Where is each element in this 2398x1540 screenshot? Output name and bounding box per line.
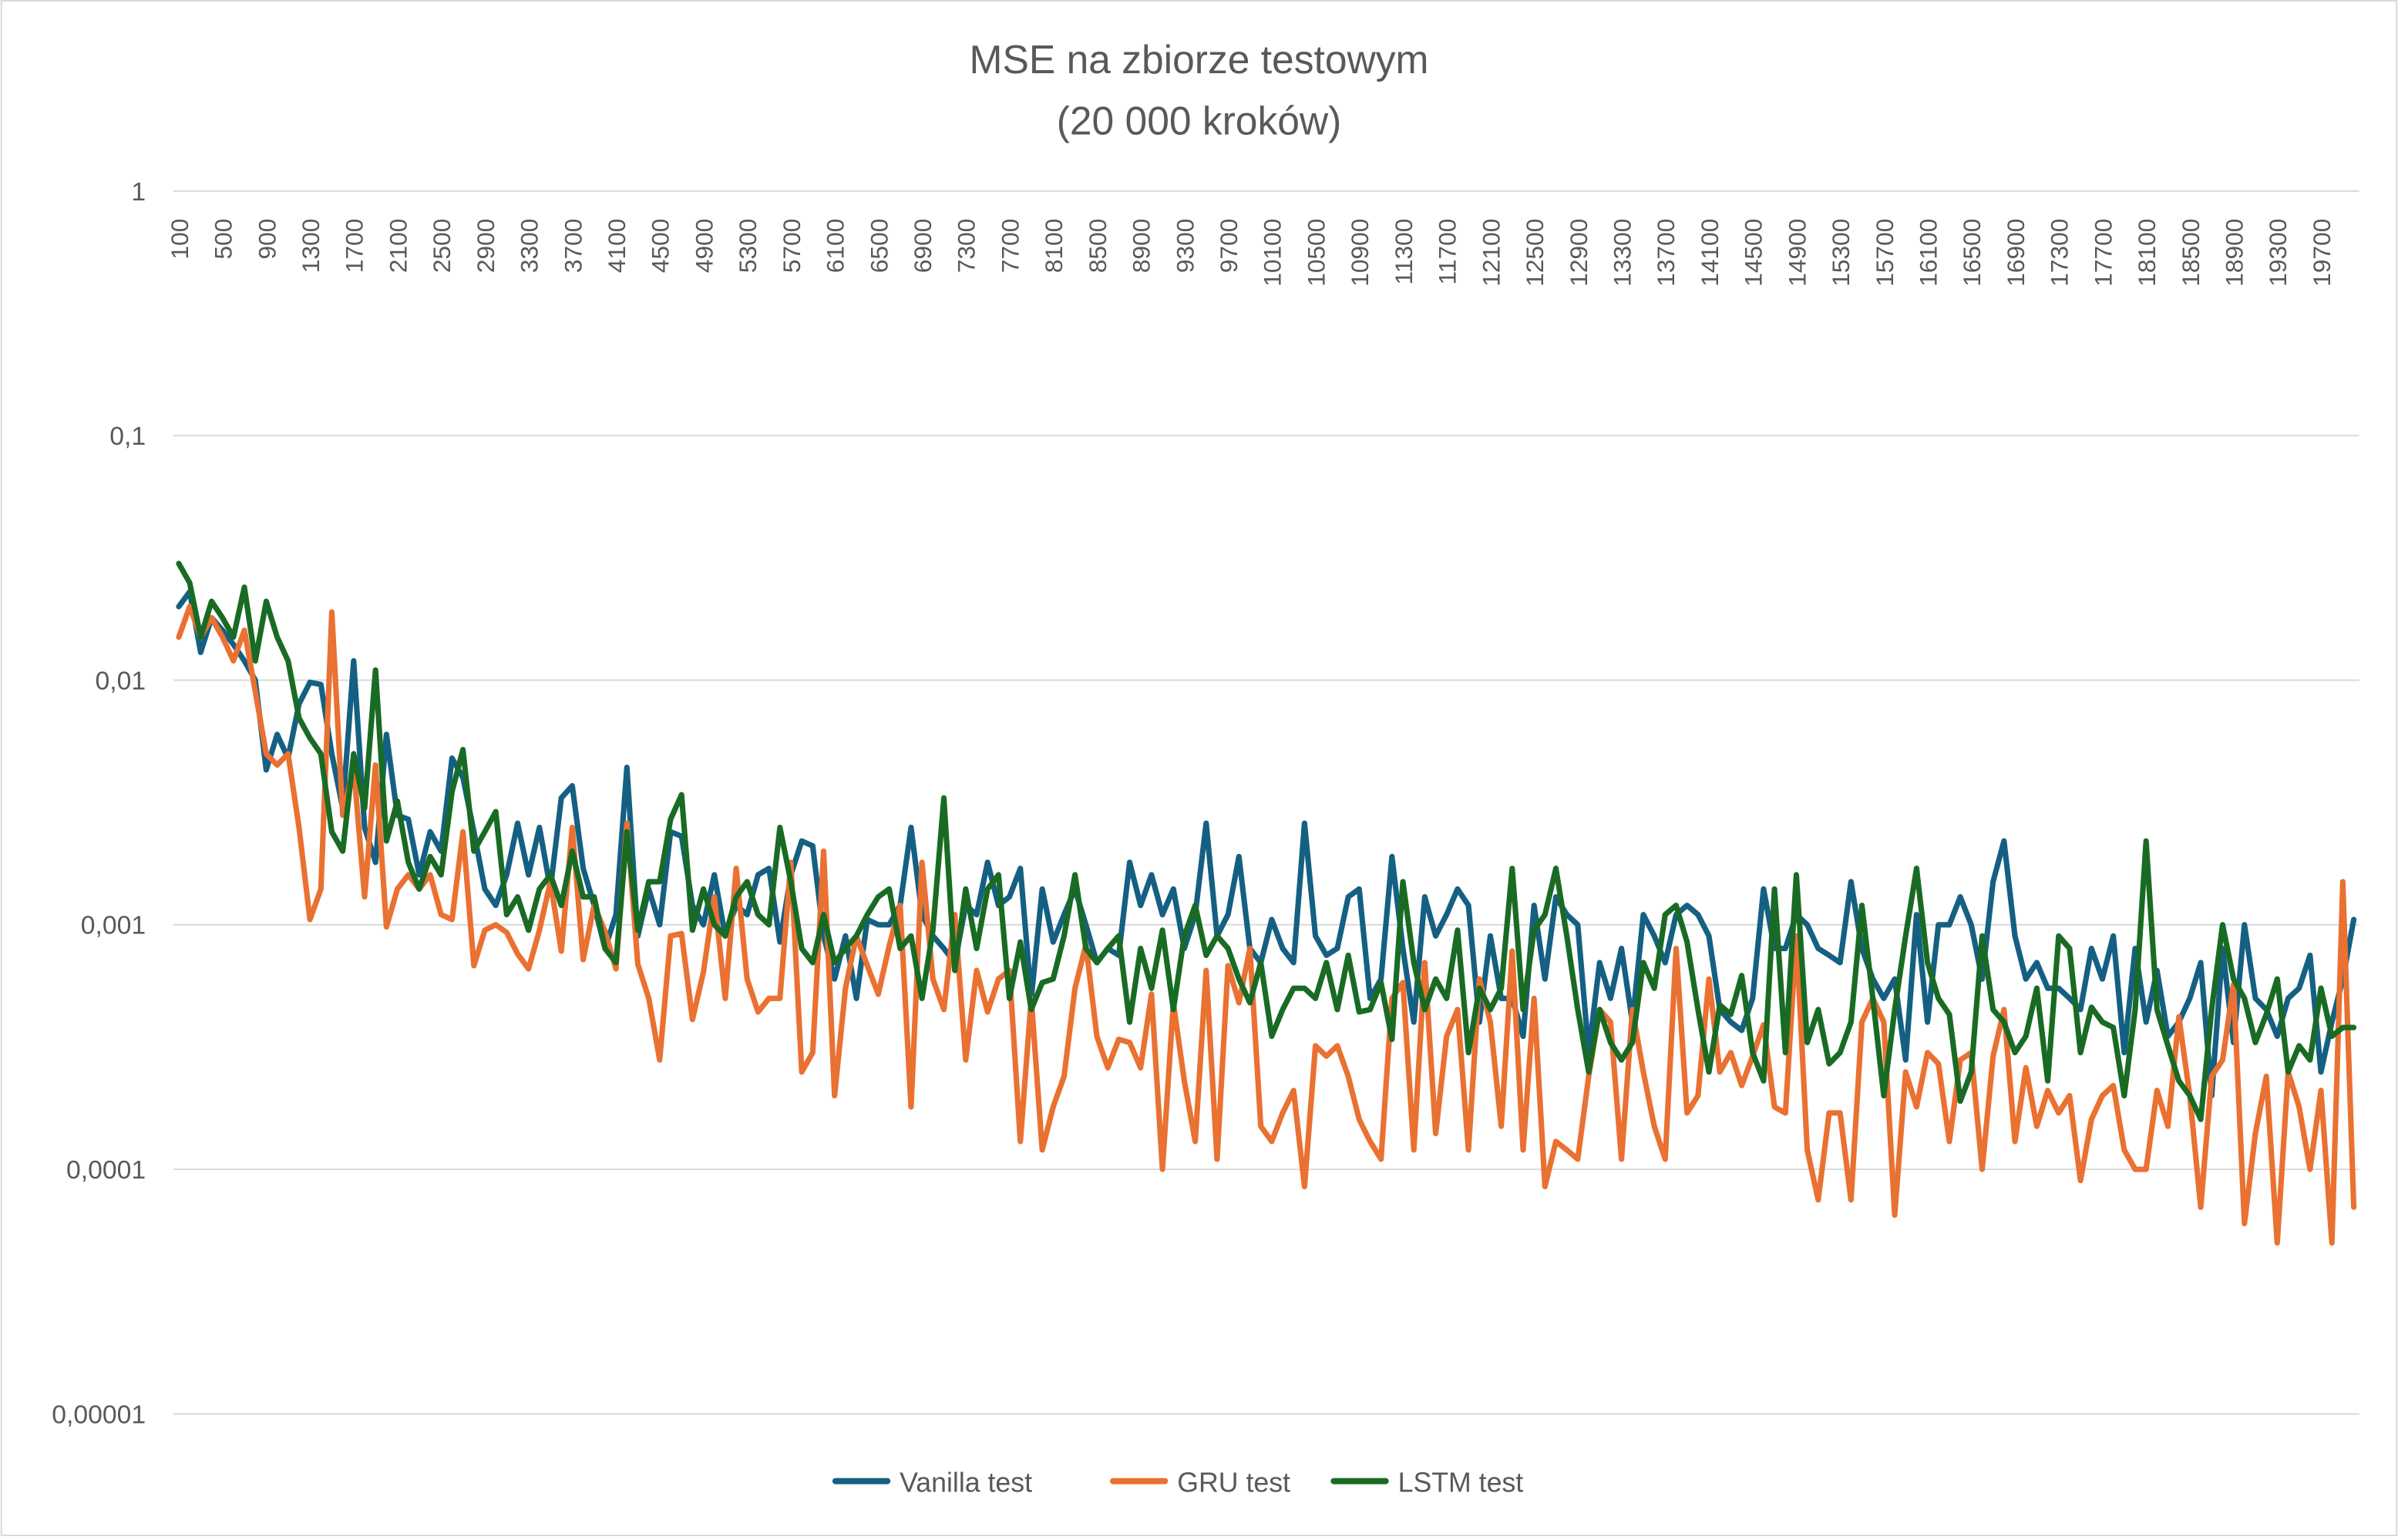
- x-tick-label: 8500: [1084, 219, 1112, 274]
- x-tick-label: 19700: [2308, 219, 2336, 287]
- series-line: [176, 560, 2357, 1122]
- x-tick-label: 4500: [647, 219, 674, 274]
- y-tick-label: 0,001: [81, 911, 146, 940]
- y-tick-label: 0,1: [109, 422, 146, 451]
- x-tick-label: 16100: [1914, 219, 1942, 287]
- x-tick-label: 7700: [996, 219, 1024, 274]
- x-tick-label: 3300: [516, 219, 543, 274]
- x-tick-label: 15700: [1871, 219, 1899, 287]
- x-tick-label: 10900: [1346, 219, 1374, 287]
- x-tick-label: 14900: [1783, 219, 1811, 287]
- x-tick-label: 14100: [1696, 219, 1724, 287]
- y-tick-label: 1: [131, 177, 146, 207]
- x-tick-label: 10500: [1302, 219, 1330, 287]
- series-line: [176, 604, 2357, 1246]
- chart-subtitle: (20 000 kroków): [1057, 99, 1342, 143]
- x-tick-label: 6100: [822, 219, 849, 274]
- x-tick-label: 2100: [384, 219, 412, 274]
- x-tick-label: 19300: [2264, 219, 2292, 287]
- x-tick-label: 16900: [2002, 219, 2030, 287]
- x-tick-label: 5300: [734, 219, 762, 274]
- x-tick-label: 1300: [297, 219, 325, 274]
- x-tick-label: 12500: [1521, 219, 1549, 287]
- x-tick-label: 15300: [1827, 219, 1855, 287]
- x-tick-label: 18100: [2133, 219, 2161, 287]
- x-tick-label: 6900: [909, 219, 937, 274]
- x-tick-label: 18900: [2221, 219, 2248, 287]
- chart-title: MSE na zbiorze testowym: [970, 37, 1429, 82]
- y-tick-label: 0,00001: [52, 1400, 146, 1429]
- legend-label: GRU test: [1177, 1467, 1290, 1498]
- x-tick-label: 3700: [559, 219, 587, 274]
- x-tick-label: 12900: [1565, 219, 1593, 287]
- x-tick-label: 13300: [1608, 219, 1636, 287]
- x-tick-label: 4900: [690, 219, 718, 274]
- x-tick-label: 10100: [1259, 219, 1286, 287]
- y-tick-label: 0,01: [96, 666, 146, 695]
- x-tick-label: 16500: [1958, 219, 1986, 287]
- legend-label: Vanilla test: [900, 1467, 1032, 1498]
- x-tick-label: 6500: [865, 219, 893, 274]
- x-tick-label: 2500: [428, 219, 456, 274]
- legend-label: LSTM test: [1398, 1467, 1524, 1498]
- x-tick-label: 13700: [1652, 219, 1680, 287]
- x-tick-label: 100: [166, 219, 193, 260]
- x-tick-label: 14500: [1740, 219, 1767, 287]
- x-tick-label: 900: [253, 219, 281, 260]
- legend: Vanilla test GRU test LSTM test: [832, 1467, 1524, 1498]
- x-tick-label: 8900: [1128, 219, 1155, 274]
- x-tick-label: 11700: [1434, 219, 1461, 285]
- x-tick-label: 11300: [1390, 219, 1418, 285]
- y-tick-label: 0,0001: [66, 1155, 146, 1185]
- x-tick-label: 2900: [472, 219, 499, 274]
- series-line: [176, 589, 2357, 1099]
- x-tick-label: 500: [210, 219, 237, 260]
- x-tick-label: 17300: [2046, 219, 2073, 287]
- x-tick-label: 4100: [603, 219, 631, 274]
- x-tick-label: 8100: [1040, 219, 1068, 274]
- x-tick-label: 18500: [2177, 219, 2205, 287]
- x-tick-label: 5700: [778, 219, 805, 274]
- x-tick-label: 7300: [953, 219, 980, 274]
- x-tick-label: 9700: [1215, 219, 1243, 274]
- x-tick-label: 1700: [341, 219, 368, 274]
- x-tick-label: 12100: [1477, 219, 1505, 287]
- x-tick-label: 17700: [2089, 219, 2117, 287]
- x-tick-label: 9300: [1171, 219, 1199, 274]
